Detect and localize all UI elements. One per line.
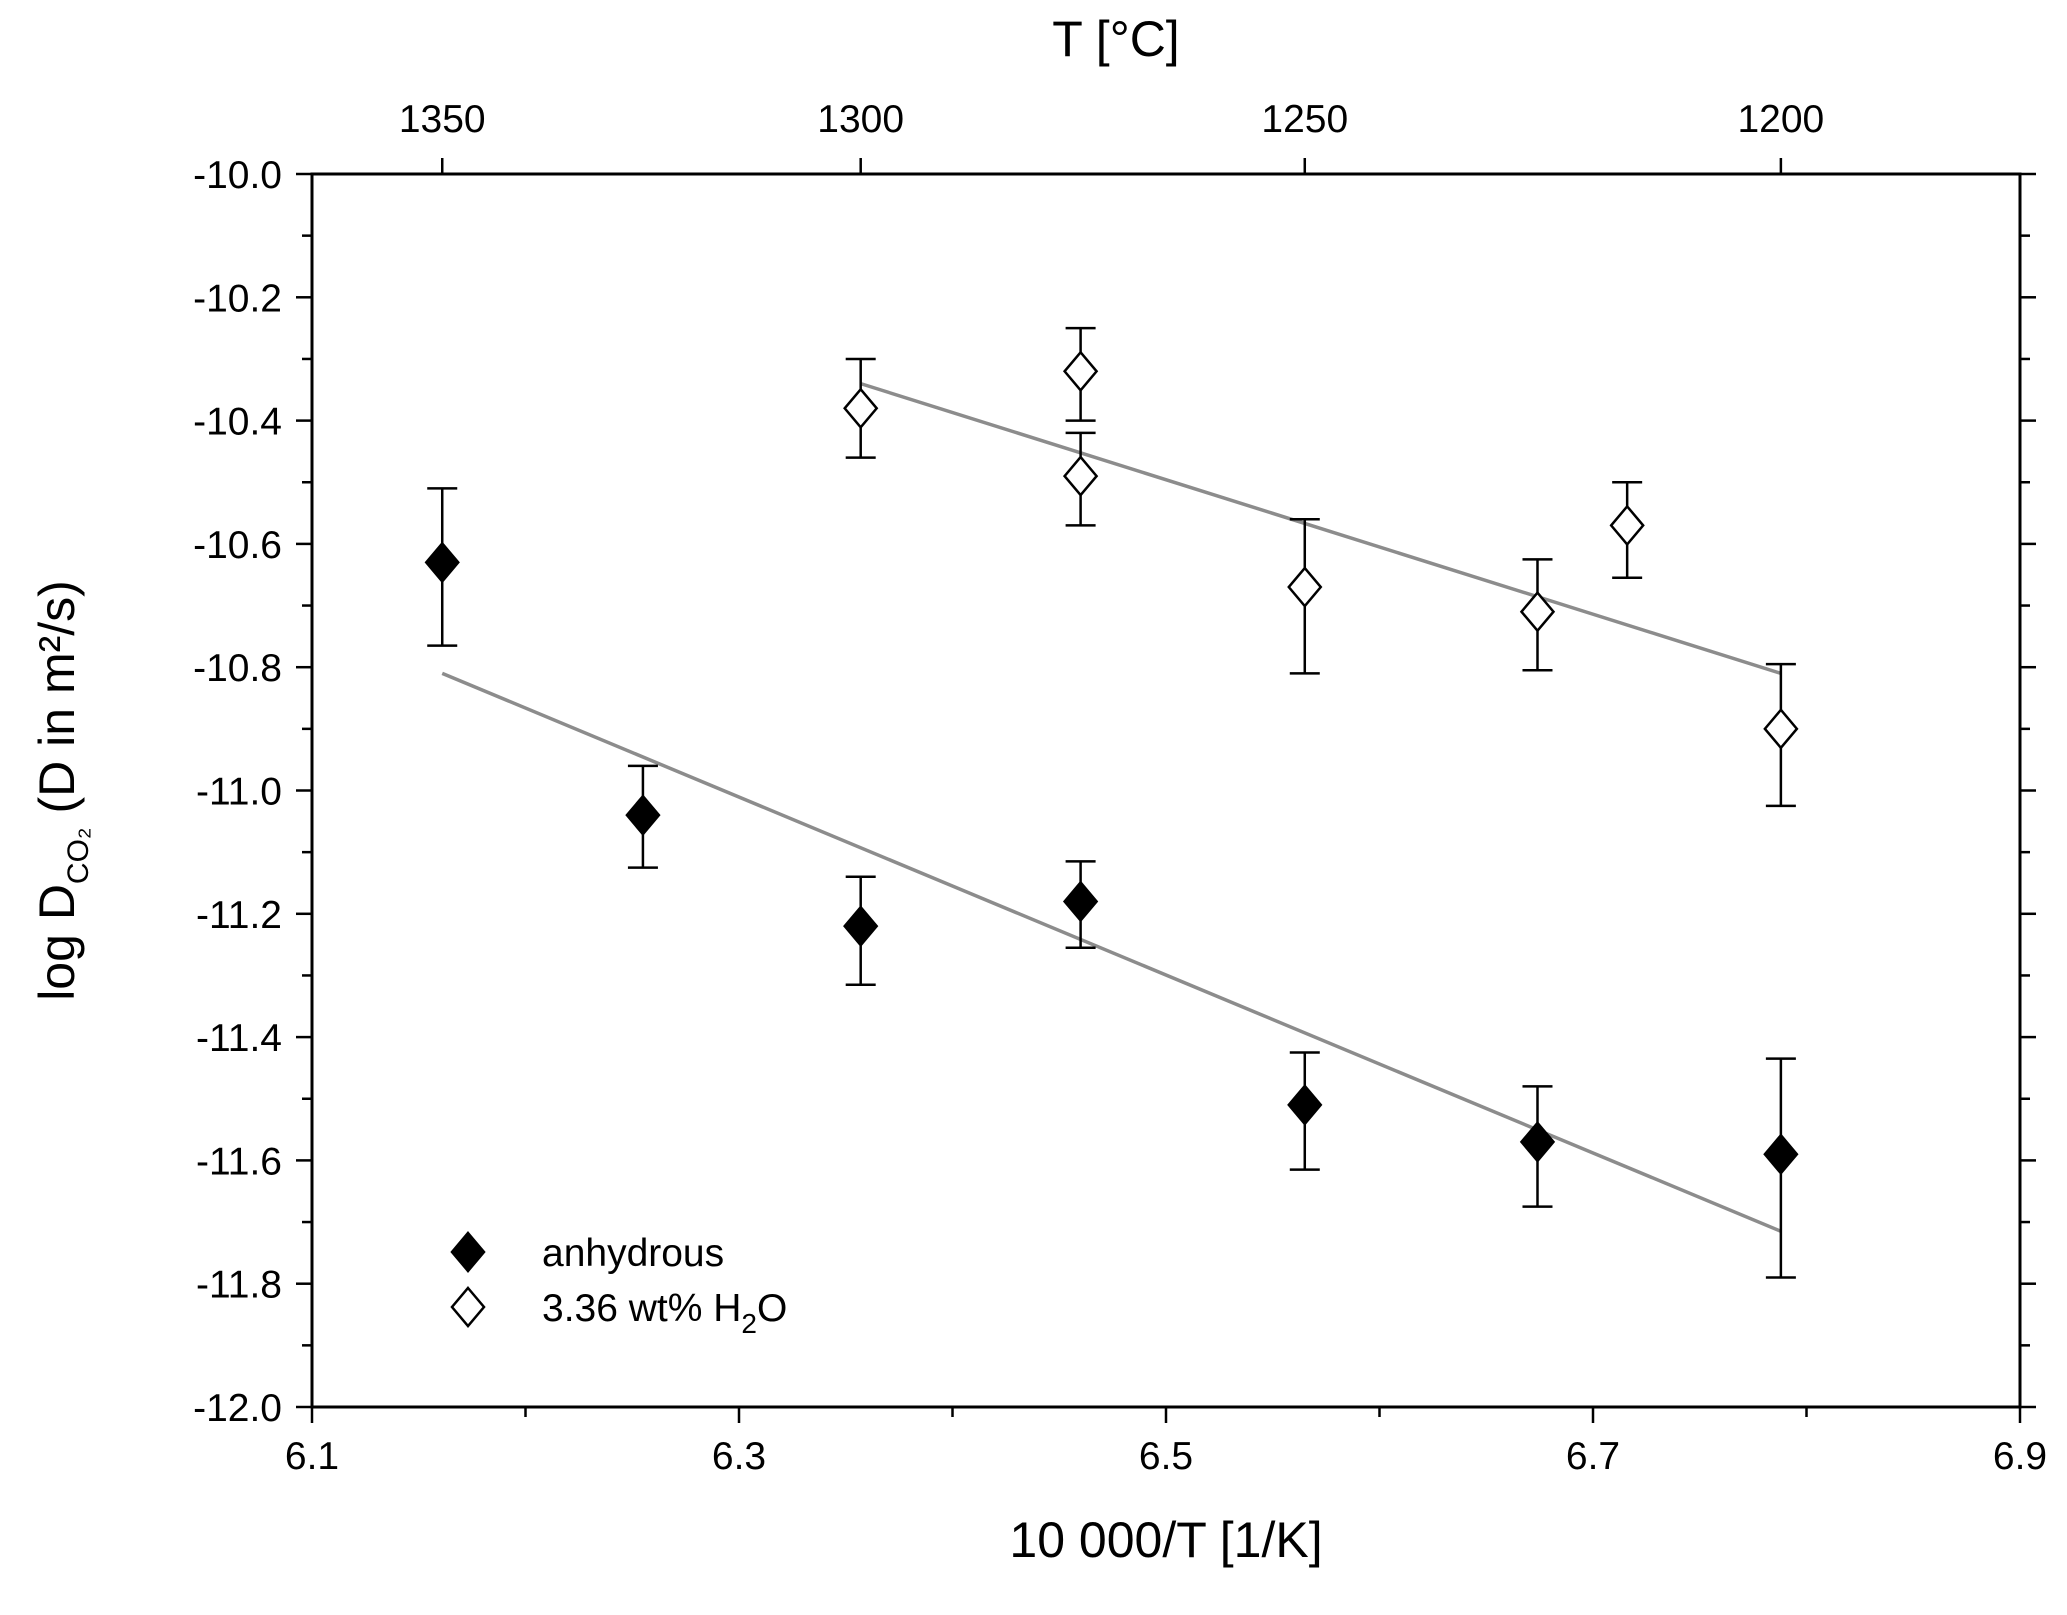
x-tick-label: 6.5 xyxy=(1139,1435,1193,1478)
x-tick-label: 6.9 xyxy=(1993,1435,2047,1478)
y-tick-label: -10.6 xyxy=(193,524,282,567)
data-point-anhydrous xyxy=(1519,1120,1556,1163)
fit-line xyxy=(860,381,1782,676)
data-point-anhydrous xyxy=(1062,880,1099,923)
data-markers xyxy=(424,350,1799,1176)
top-axis-tick-label: 1350 xyxy=(399,98,486,141)
data-point-hydrous xyxy=(1519,590,1556,633)
x-tick-label: 6.1 xyxy=(285,1435,339,1478)
y-tick-label: -12.0 xyxy=(193,1387,282,1430)
data-point-anhydrous xyxy=(424,541,460,584)
y-tick-label: -11.8 xyxy=(196,1264,282,1307)
top-axis-tick-label: 1200 xyxy=(1737,98,1824,141)
legend-label: 3.36 wt% H2O xyxy=(542,1287,787,1339)
data-point-hydrous xyxy=(1609,504,1645,547)
top-axis-tick-label: 1250 xyxy=(1261,98,1348,141)
y-tick-label: -11.2 xyxy=(196,894,282,937)
data-point-anhydrous xyxy=(843,905,879,948)
y-tick-label: -10.2 xyxy=(193,277,282,320)
legend-label: anhydrous xyxy=(542,1232,724,1275)
y-tick-label: -10.4 xyxy=(193,401,282,444)
data-point-hydrous xyxy=(1062,455,1099,498)
data-point-hydrous xyxy=(1062,350,1099,393)
axis-ticks xyxy=(296,158,2036,1423)
y-tick-label: -11.0 xyxy=(196,771,282,814)
top-axis-title: T [°C] xyxy=(1052,11,1179,67)
legend-marker xyxy=(450,1286,486,1328)
data-point-anhydrous xyxy=(625,794,661,837)
plot-frame xyxy=(310,172,2022,1409)
legend-marker xyxy=(450,1231,486,1273)
data-point-anhydrous xyxy=(1287,1083,1323,1126)
y-axis-title-main: log D xyxy=(29,884,85,1001)
y-axis-title-suffix: (D in m²/s) xyxy=(29,580,85,827)
x-tick-label: 6.3 xyxy=(712,1435,766,1478)
x-tick-label: 6.7 xyxy=(1566,1435,1620,1478)
top-axis-tick-label: 1300 xyxy=(817,98,904,141)
data-point-hydrous xyxy=(1287,566,1323,608)
y-tick-label: -10.8 xyxy=(193,647,282,690)
axis-tick-labels: 6.1 6.3 6.5 6.7 6.9 1350 1300 1250 1200 -10.0 -10.… xyxy=(193,98,2047,1478)
error-bars xyxy=(427,326,1796,1279)
y-tick-label: -10.0 xyxy=(193,154,282,197)
fit-line xyxy=(441,671,1782,1233)
fit-lines xyxy=(441,381,1782,1233)
x-axis-title: 10 000/T [1/K] xyxy=(1009,1512,1322,1568)
data-point-hydrous xyxy=(843,387,879,430)
y-tick-label: -11.4 xyxy=(196,1017,282,1060)
legend: anhydrous 3.36 wt% H2O xyxy=(450,1231,787,1339)
y-tick-label: -11.6 xyxy=(196,1140,282,1183)
y-axis-title: log DCO₂ (D in m²/s) xyxy=(29,580,95,1001)
data-point-hydrous xyxy=(1763,707,1799,750)
data-point-anhydrous xyxy=(1763,1133,1799,1176)
y-axis-title-subscript: CO₂ xyxy=(62,827,95,884)
